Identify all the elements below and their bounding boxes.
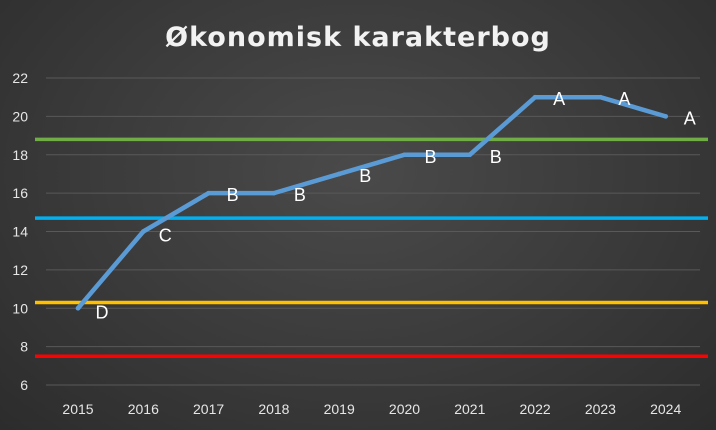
x-tick-label: 2023 (585, 401, 616, 417)
data-label: A (618, 89, 630, 109)
x-axis-ticks: 2015 2016 2017 2018 2019 2020 2021 2022 2023 2024 (62, 401, 681, 417)
data-label: C (159, 226, 172, 246)
x-tick-label: 2021 (454, 401, 485, 417)
data-label: B (359, 166, 371, 186)
data-point (271, 190, 277, 196)
y-tick-label: 6 (20, 377, 28, 393)
reference-lines (35, 137, 708, 358)
data-point (467, 152, 473, 158)
data-label: B (294, 185, 306, 205)
x-tick-label: 2022 (520, 401, 551, 417)
y-tick-label: 12 (12, 262, 28, 278)
data-label: D (96, 302, 109, 322)
gridlines (46, 77, 700, 386)
data-label: A (684, 108, 696, 128)
data-point (402, 152, 407, 158)
x-tick-label: 2024 (650, 401, 681, 417)
x-tick-label: 2017 (193, 401, 224, 417)
y-tick-label: 8 (20, 339, 28, 355)
data-point (663, 114, 668, 119)
y-tick-label: 10 (12, 300, 28, 316)
y-tick-label: 14 (12, 224, 28, 240)
data-labels: D C B B B B B A A A (96, 89, 696, 322)
data-label: B (490, 147, 502, 167)
data-label: B (424, 147, 436, 167)
data-label: B (227, 185, 239, 205)
chart-title: Økonomisk karakterbog (165, 22, 551, 53)
data-point (141, 229, 146, 234)
x-tick-label: 2018 (258, 401, 289, 417)
y-tick-label: 16 (12, 185, 28, 201)
data-label: A (553, 89, 565, 109)
y-axis-ticks: 6 8 10 12 14 16 18 20 22 (12, 70, 28, 393)
data-point (598, 94, 603, 100)
data-point (206, 190, 211, 196)
series-line (75, 94, 668, 311)
data-point (336, 171, 342, 177)
x-tick-label: 2020 (389, 401, 420, 417)
series-layer (75, 94, 668, 311)
data-point (532, 94, 538, 100)
data-point (75, 305, 81, 311)
y-tick-label: 18 (12, 147, 28, 163)
y-tick-label: 22 (12, 70, 28, 86)
x-tick-label: 2015 (62, 401, 93, 417)
x-tick-label: 2019 (324, 401, 355, 417)
x-tick-label: 2016 (128, 401, 159, 417)
y-tick-label: 20 (12, 108, 28, 124)
